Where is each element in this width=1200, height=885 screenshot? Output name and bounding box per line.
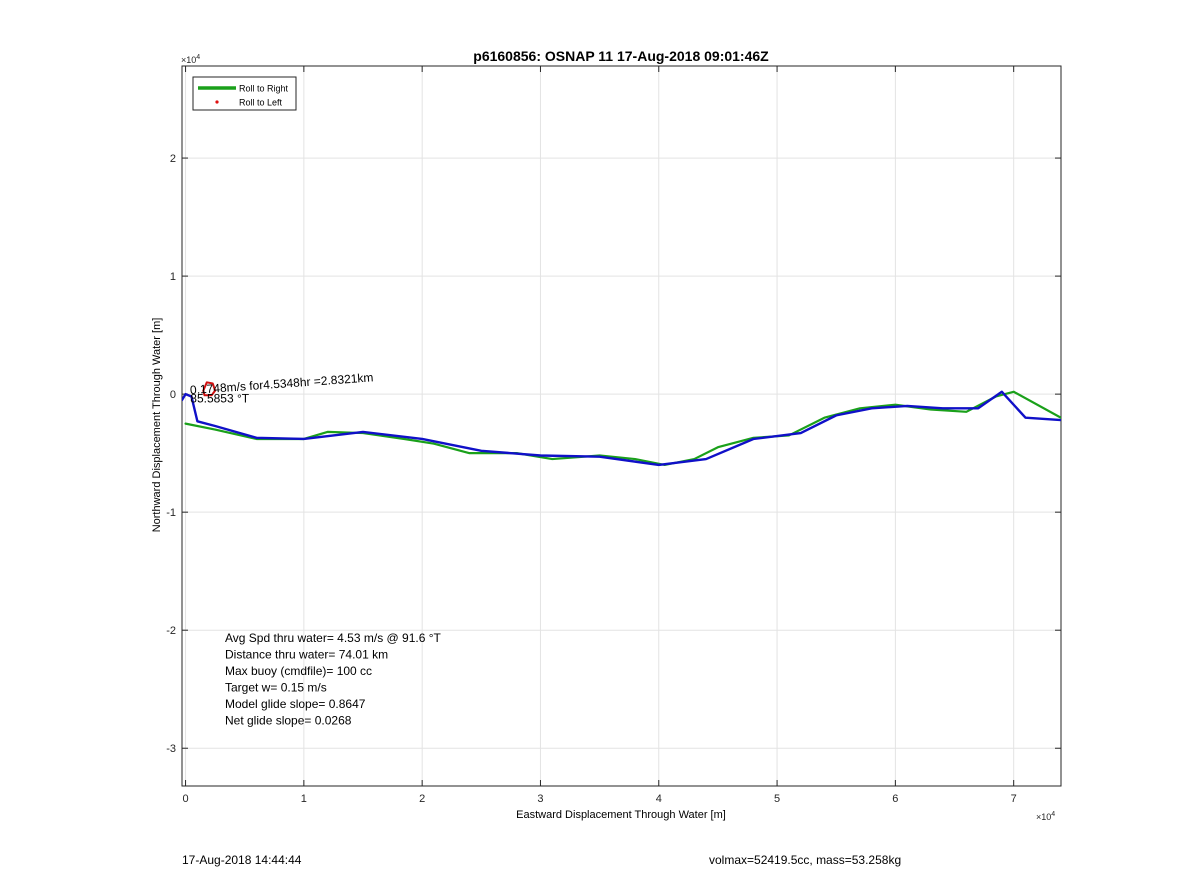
legend: Roll to Right Roll to Left [192, 76, 297, 111]
series-line-3 [202, 381, 217, 397]
x-tick-label: 5 [774, 793, 780, 805]
chart-title: p6160856: OSNAP 11 17-Aug-2018 09:01:46Z [473, 48, 769, 64]
legend-label: Roll to Left [239, 98, 283, 108]
x-tick-label: 3 [537, 793, 543, 805]
x-tick-label: 7 [1011, 793, 1017, 805]
y-axis-label: Northward Displacement Through Water [m] [151, 318, 163, 533]
stats-line: Avg Spd thru water= 4.53 m/s @ 91.6 °T [225, 631, 442, 645]
x-tick-label: 6 [892, 793, 898, 805]
series-line-1 [184, 390, 1061, 467]
stats-line: Target w= 0.15 m/s [225, 681, 327, 695]
footer-timestamp: 17-Aug-2018 14:44:44 [182, 853, 302, 867]
stats-line: Max buoy (cmdfile)= 100 cc [225, 664, 372, 678]
x-tick-label: 0 [182, 793, 188, 805]
track-annotation-2: 85.5853 °T [190, 391, 250, 405]
stats-line: Model glide slope= 0.8647 [225, 697, 366, 711]
axes-box [181, 65, 1062, 787]
footer-vol-mass: volmax=52419.5cc, mass=53.258kg [709, 853, 902, 867]
x-tick-label: 2 [419, 793, 425, 805]
stats-line: Net glide slope= 0.0268 [225, 714, 352, 728]
series-line-2 [182, 390, 1061, 467]
y-axis-exponent: ×104 [181, 54, 200, 65]
x-tick-label: 1 [301, 793, 307, 805]
legend-box [192, 76, 297, 111]
y-tick-label: -3 [166, 743, 176, 755]
legend-label: Roll to Right [239, 84, 289, 94]
y-tick-label: 1 [170, 271, 176, 283]
x-axis-label: Eastward Displacement Through Water [m] [516, 809, 726, 821]
legend-dot-swatch [215, 100, 219, 104]
y-tick-label: 0 [170, 389, 176, 401]
y-tick-label: -1 [166, 507, 176, 519]
x-tick-label: 4 [656, 793, 662, 805]
y-tick-label: 2 [170, 153, 176, 165]
data-layer [182, 381, 1061, 467]
x-axis-exponent: ×104 [1036, 811, 1055, 822]
stats-line: Distance thru water= 74.01 km [225, 648, 388, 662]
y-tick-label: -2 [166, 625, 176, 637]
